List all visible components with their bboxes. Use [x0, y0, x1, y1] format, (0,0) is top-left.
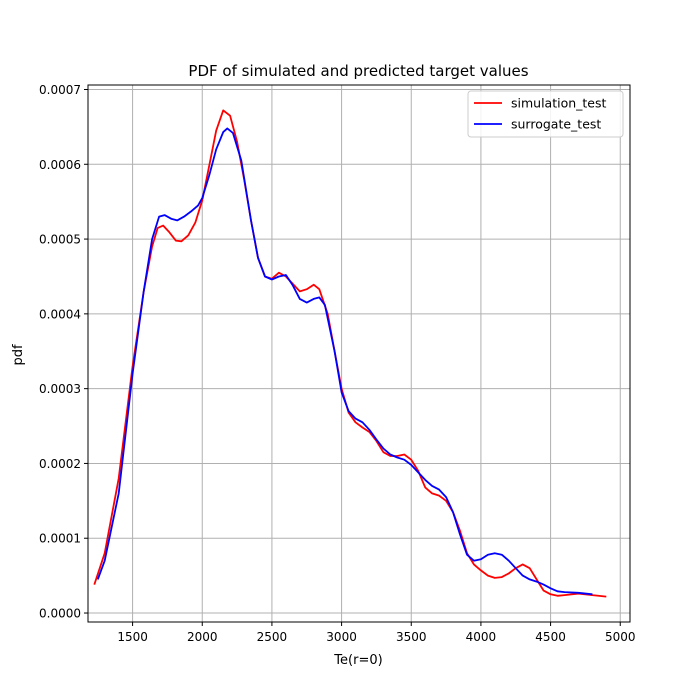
legend: simulation_test surrogate_test — [467, 90, 624, 138]
y-tick-label: 0.0005 — [39, 233, 81, 247]
x-tick-label: 4000 — [466, 630, 497, 644]
x-tick-label: 2000 — [187, 630, 218, 644]
chart-title: PDF of simulated and predicted target va… — [188, 62, 528, 80]
y-axis-label: pdf — [11, 344, 26, 366]
x-tick-label: 5000 — [605, 630, 636, 644]
x-tick-label: 4500 — [535, 630, 566, 644]
y-tick-label: 0.0000 — [39, 607, 81, 621]
x-tick-label: 3000 — [326, 630, 357, 644]
y-axis-ticks: 0.0000 0.0001 0.0002 0.0003 0.0004 0.0005 0.00… — [39, 83, 88, 621]
y-tick-label: 0.0002 — [39, 457, 81, 471]
y-tick-label: 0.0001 — [39, 532, 81, 546]
x-axis-ticks: 1500 2000 2500 3000 3500 4000 4500 5000 — [117, 622, 636, 644]
x-tick-label: 1500 — [117, 630, 148, 644]
series-line-simulation-test — [93, 109, 607, 598]
legend-label: surrogate_test — [511, 117, 601, 132]
y-tick-label: 0.0007 — [39, 83, 81, 97]
y-tick-label: 0.0006 — [39, 158, 81, 172]
y-tick-label: 0.0004 — [39, 307, 81, 321]
y-tick-label: 0.0003 — [39, 382, 81, 396]
legend-box — [467, 90, 624, 138]
plot-frame — [87, 84, 631, 623]
series-layer — [93, 109, 607, 598]
x-axis-label: Te(r=0) — [333, 653, 382, 668]
series-line-surrogate-test — [96, 127, 593, 596]
x-tick-label: 3500 — [396, 630, 427, 644]
grid-lines — [88, 85, 630, 622]
legend-label: simulation_test — [511, 96, 607, 111]
x-tick-label: 2500 — [257, 630, 288, 644]
